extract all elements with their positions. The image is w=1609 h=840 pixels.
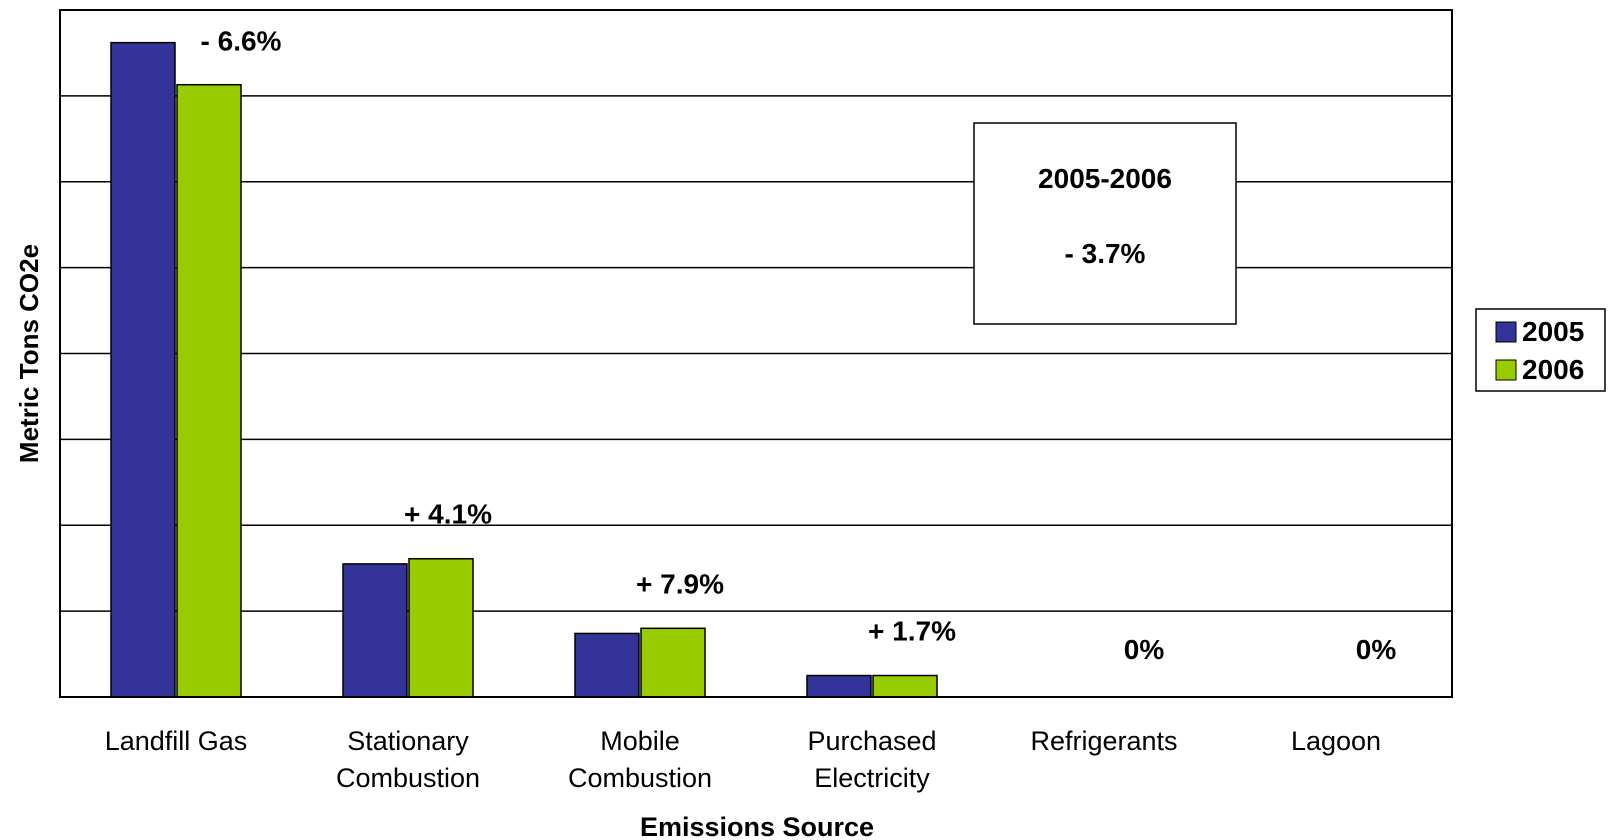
bar-2006 [408, 557, 474, 698]
change-label: + 4.1% [404, 499, 492, 530]
bar-2005 [110, 41, 176, 698]
change-label: - 6.6% [201, 26, 282, 57]
y-axis-title: Metric Tons CO2e [14, 244, 44, 463]
bars [110, 41, 938, 698]
legend: 2005 2006 [1475, 308, 1606, 392]
bar-2005 [342, 563, 408, 698]
change-labels: - 6.6% + 4.1% + 7.9% + 1.7% 0% 0% [201, 26, 1397, 665]
bar-2006 [176, 83, 242, 698]
legend-label-2005: 2005 [1522, 316, 1584, 347]
legend-swatch-2006 [1495, 359, 1517, 381]
bar-2005 [574, 632, 640, 698]
bar-2005 [806, 674, 872, 698]
gridlines [60, 95, 1452, 612]
category-labels: Landfill Gas Stationary Combustion Mobile Co… [105, 726, 1381, 793]
legend-label-2006: 2006 [1522, 354, 1584, 385]
annotation-box-frame [973, 122, 1237, 325]
change-label: + 7.9% [636, 568, 724, 599]
legend-swatch-2005 [1495, 321, 1517, 343]
category-label: Landfill Gas [105, 726, 248, 756]
change-label: + 1.7% [868, 616, 956, 647]
category-label: Refrigerants [1030, 726, 1177, 756]
category-label: Lagoon [1291, 726, 1381, 756]
change-label: 0% [1356, 634, 1397, 665]
category-label: Stationary Combustion [336, 726, 480, 793]
annotation-box-period: 2005-2006 [1038, 163, 1172, 194]
plot-area-border [59, 9, 1453, 698]
bar-2006 [640, 627, 706, 698]
annotation-box-change: - 3.7% [1065, 238, 1146, 269]
bar-2006 [872, 674, 938, 698]
category-label: Mobile Combustion [568, 726, 712, 793]
x-axis-title: Emissions Source [640, 812, 874, 840]
change-label: 0% [1124, 634, 1165, 665]
category-label: Purchased Electricity [807, 726, 936, 793]
annotation-box: 2005-2006 - 3.7% [973, 122, 1237, 325]
